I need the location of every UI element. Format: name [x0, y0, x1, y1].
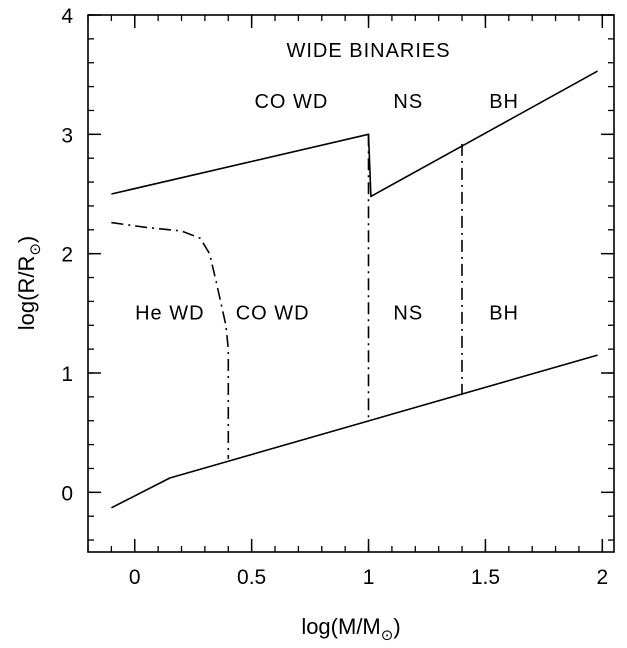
- y-tick-label: 2: [61, 244, 73, 267]
- region-label: NS: [393, 302, 423, 324]
- plot-frame: [87, 14, 615, 553]
- y-tick-label: 4: [61, 5, 73, 28]
- annotations: WIDE BINARIES CO WD NS BH He WD CO WD NS BH: [135, 40, 519, 325]
- region-label: BH: [489, 302, 519, 324]
- y-axis-label: log(R/R⊙): [14, 236, 44, 330]
- series-group: [111, 70, 598, 509]
- region-label: He WD: [135, 302, 204, 324]
- y-tick-label: 0: [61, 482, 73, 505]
- x-tick-label: 2: [596, 566, 608, 589]
- x-tick-label: 1.5: [471, 566, 500, 589]
- series-line-2: [111, 354, 598, 509]
- region-label: WIDE BINARIES: [286, 40, 450, 62]
- region-label: NS: [393, 91, 423, 113]
- region-label: CO WD: [236, 302, 310, 324]
- y-tick-label: 1: [61, 363, 73, 386]
- x-tick-label: 1: [363, 566, 375, 589]
- x-axis-label: log(M/M⊙): [301, 614, 400, 644]
- region-label: BH: [489, 91, 519, 113]
- x-tick-label: 0.5: [237, 566, 266, 589]
- series-line-3: [111, 221, 230, 459]
- y-tick-label: 3: [61, 124, 73, 147]
- x-tick-label: 0: [129, 566, 141, 589]
- region-label: CO WD: [254, 91, 328, 113]
- series-line-1: [111, 70, 598, 198]
- ticks: 0 0.5 1 1.5 2 0 1 2 3 4: [61, 5, 614, 589]
